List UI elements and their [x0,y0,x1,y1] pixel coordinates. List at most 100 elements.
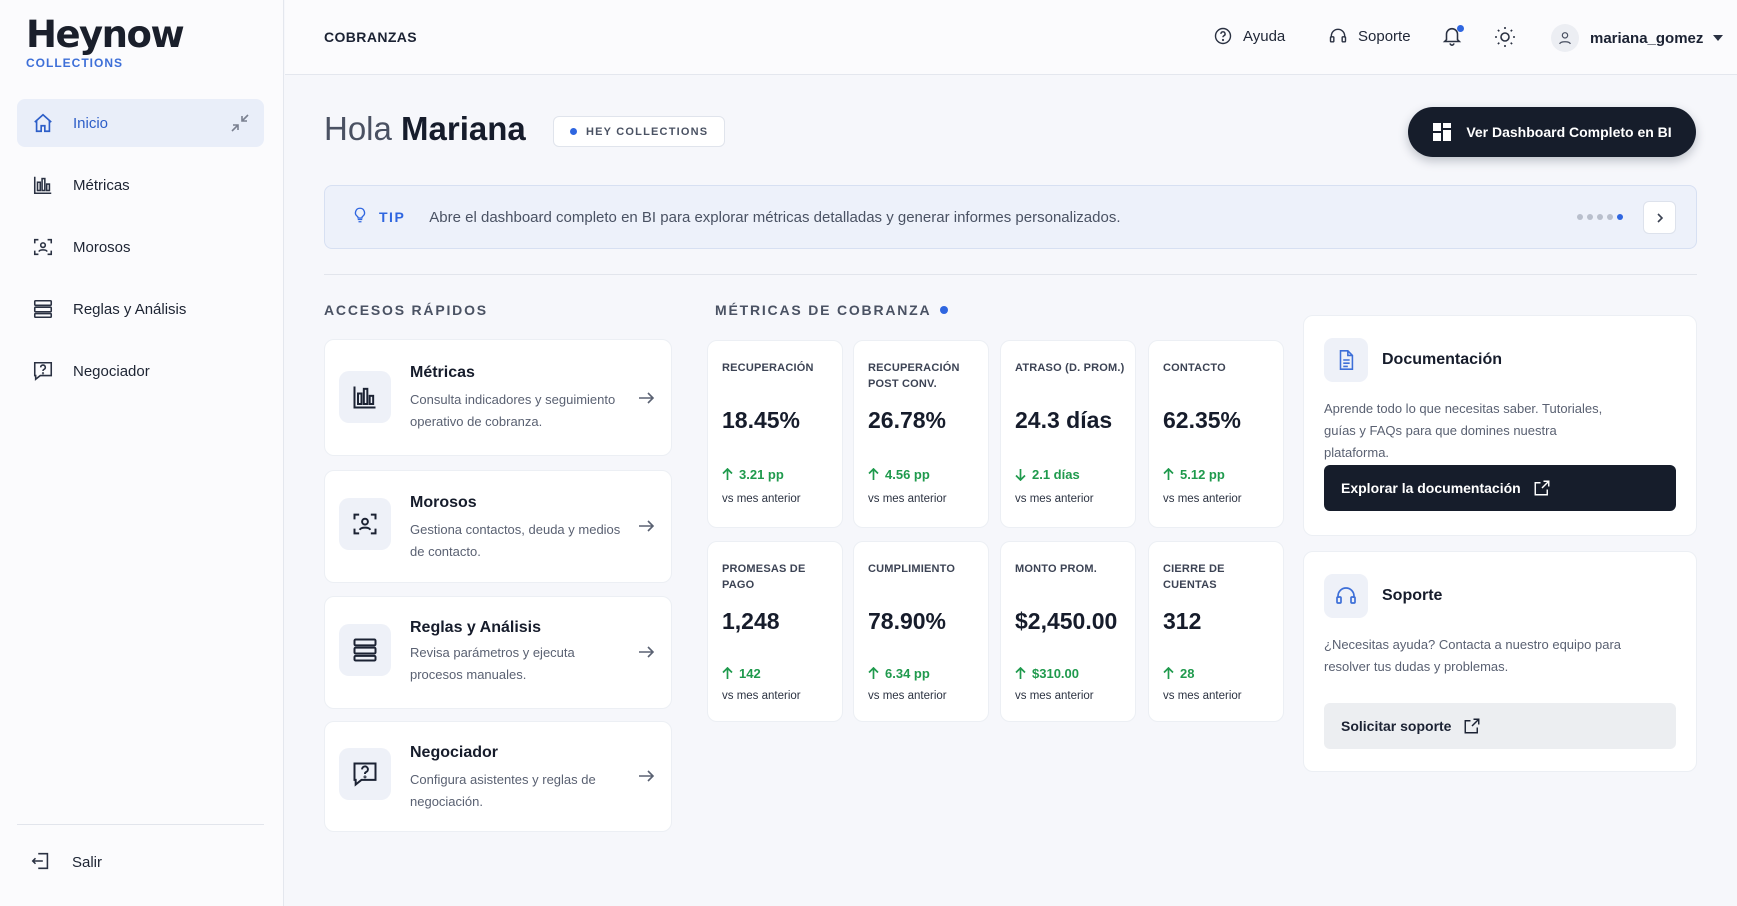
metric-label: MONTO PROM. [1015,563,1098,575]
metric-card: CIERRE DE CUENTAS 312 28 vs mes anterior [1148,541,1284,722]
metric-delta-value: 3.21 pp [739,467,784,482]
tip-dot[interactable] [1597,214,1603,220]
greeting: Hola Mariana [324,110,526,148]
quick-access-card-reglas[interactable]: Reglas y Análisis Revisa parámetros y ej… [324,596,672,709]
metric-label: CIERRE DE CUENTAS [1163,563,1225,591]
sun-icon [1495,27,1515,47]
top-header: COBRANZAS Ayuda Soporte mariana_gomez [285,0,1737,75]
help-label: Ayuda [1243,27,1286,45]
tip-banner: TIP Abre el dashboard completo en BI par… [324,185,1697,249]
support-title: Soporte [1382,587,1443,604]
collapse-icon[interactable] [228,111,252,135]
greeting-prefix: Hola [324,110,392,147]
logout-label: Salir [72,853,103,871]
metric-card: RECUPERACIÓN 18.45% 3.21 pp vs mes anter… [707,340,843,528]
sidebar-item-metricas[interactable]: Métricas [17,161,264,209]
help-button[interactable]: Ayuda [1213,26,1285,46]
metric-delta: 5.12 pp [1163,467,1225,482]
sidebar-item-label: Reglas y Análisis [73,300,187,318]
server-stack-icon [339,624,391,676]
brand-sub: COLLECTIONS [26,56,123,70]
sidebar-item-inicio[interactable]: Inicio [17,99,264,147]
metric-comparison: vs mes anterior [868,690,947,702]
brand-name: Heynow [26,13,185,56]
documentation-title: Documentación [1382,351,1503,368]
explore-docs-label: Explorar la documentación [1341,480,1521,496]
question-message-icon [31,359,55,383]
divider [324,274,1697,275]
support-desc: ¿Necesitas ayuda? Contacta a nuestro equ… [1324,637,1622,674]
document-icon [1324,338,1368,382]
metric-delta-value: $310.00 [1032,666,1079,681]
metric-label: CONTACTO [1163,362,1226,374]
metric-card: RECUPERACIÓN POST CONV. 26.78% 4.56 pp v… [853,340,989,528]
quick-access-title: Morosos [410,494,477,511]
quick-access-desc: Gestiona contactos, deuda y medios de co… [410,522,621,559]
arrow-up-icon [1163,667,1174,679]
sidebar-item-negociador[interactable]: Negociador [17,347,264,395]
sidebar-divider [17,824,264,825]
avatar [1551,24,1579,52]
metric-delta: 6.34 pp [868,666,930,681]
external-link-icon [1465,718,1480,734]
user-menu[interactable]: mariana_gomez [1551,24,1724,52]
bi-dashboard-button[interactable]: Ver Dashboard Completo en BI [1408,107,1696,157]
sidebar-item-reglas[interactable]: Reglas y Análisis [17,285,264,333]
sidebar-item-morosos[interactable]: Morosos [17,223,264,271]
theme-toggle[interactable] [1493,25,1517,54]
brand-logo[interactable]: Heynow COLLECTIONS [26,13,185,71]
metric-value: 1,248 [722,608,780,634]
tip-pagination[interactable] [1573,214,1623,220]
metric-value: 78.90% [868,608,947,634]
explore-docs-button[interactable]: Explorar la documentación [1324,465,1676,511]
metrics-live-dot [940,306,949,314]
metric-delta-value: 5.12 pp [1180,467,1225,482]
arrow-up-icon [722,667,733,679]
support-button[interactable]: Soporte [1328,26,1411,46]
notifications-button[interactable] [1441,24,1465,50]
tip-label: TIP [379,209,406,225]
metric-comparison: vs mes anterior [722,493,801,505]
quick-access-card-negociador[interactable]: Negociador Configura asistentes y reglas… [324,721,672,832]
bar-chart-icon [31,173,55,197]
tip-dot[interactable] [1607,214,1613,220]
arrow-up-icon [722,468,733,480]
sidebar-item-label: Inicio [73,114,109,132]
metric-card: CUMPLIMIENTO 78.90% 6.34 pp vs mes anter… [853,541,989,722]
metric-delta: 142 [722,666,761,681]
tip-text: Abre el dashboard completo en BI para ex… [429,208,1121,226]
metric-comparison: vs mes anterior [722,690,801,702]
quick-access-card-morosos[interactable]: Morosos Gestiona contactos, deuda y medi… [324,470,672,583]
quick-access-card-metricas[interactable]: Métricas Consulta indicadores y seguimie… [324,339,672,456]
bar-chart-icon [339,371,391,423]
logout-button[interactable]: Salir [30,850,102,874]
scan-user-icon [339,498,391,550]
help-icon [1214,27,1232,45]
chevron-right-icon [1656,212,1663,223]
documentation-desc: Aprende todo lo que necesitas saber. Tut… [1324,401,1603,460]
metric-comparison: vs mes anterior [868,493,947,505]
headset-icon [1329,28,1347,43]
greeting-name: Mariana [401,110,526,147]
tip-dot[interactable] [1577,214,1583,220]
arrow-up-icon [868,667,879,679]
metric-delta: 28 [1163,666,1194,681]
metric-value: 62.35% [1163,407,1242,433]
arrow-up-icon [1163,468,1174,480]
metric-value: 26.78% [868,407,947,433]
tip-dot[interactable] [1587,214,1593,220]
metric-label: ATRASO (D. PROM.) [1015,362,1125,374]
quick-access-desc: Configura asistentes y reglas de negocia… [410,772,596,809]
metric-card: PROMESAS DE PAGO 1,248 142 vs mes anteri… [707,541,843,722]
grid-icon [1433,123,1452,141]
tip-dot-active[interactable] [1617,214,1623,220]
metric-delta: 3.21 pp [722,467,784,482]
metric-value: $2,450.00 [1015,608,1118,634]
page-section-title: COBRANZAS [324,29,418,45]
metric-comparison: vs mes anterior [1015,690,1094,702]
request-support-button[interactable]: Solicitar soporte [1324,703,1676,749]
external-link-icon [1534,480,1550,496]
request-support-label: Solicitar soporte [1341,718,1452,734]
quick-access-title-text: ACCESOS RÁPIDOS [324,302,488,318]
tip-next-button[interactable] [1643,201,1676,234]
